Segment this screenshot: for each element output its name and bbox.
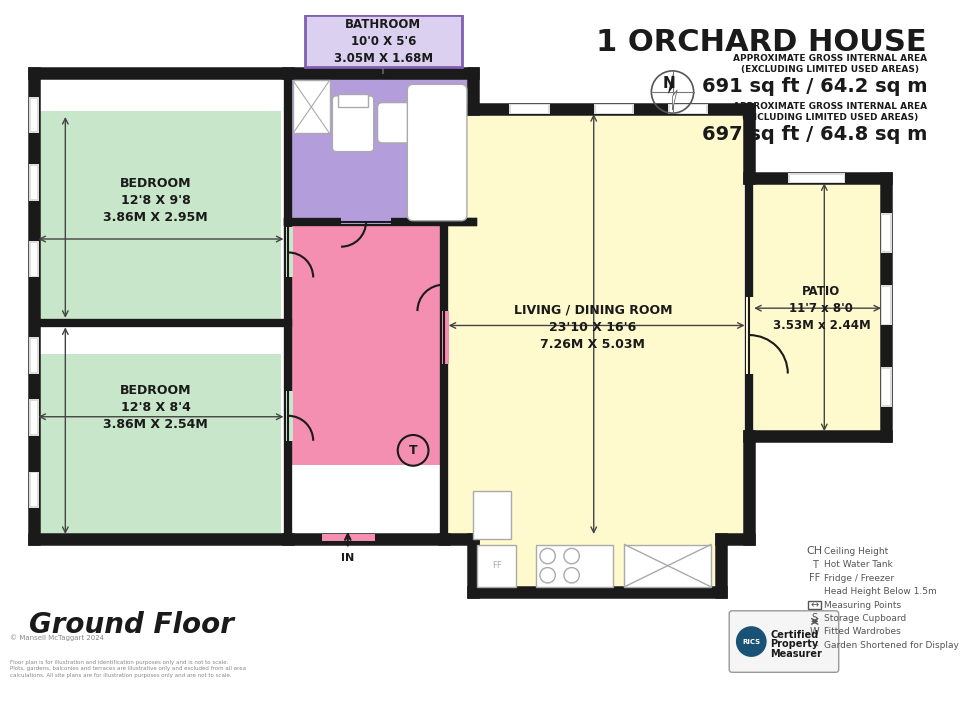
Bar bbox=[747, 297, 757, 373]
FancyBboxPatch shape bbox=[729, 611, 839, 672]
Bar bbox=[624, 545, 710, 587]
Bar bbox=[286, 391, 293, 441]
Bar bbox=[28, 164, 39, 200]
Text: FF: FF bbox=[809, 573, 820, 583]
Bar bbox=[669, 105, 707, 113]
Bar bbox=[881, 213, 892, 253]
Bar bbox=[28, 337, 39, 373]
Text: BEDROOM
12'8 X 8'4
3.86M X 2.54M: BEDROOM 12'8 X 8'4 3.86M X 2.54M bbox=[103, 384, 208, 431]
Text: N: N bbox=[662, 76, 675, 91]
Text: CH: CH bbox=[807, 546, 823, 556]
Bar bbox=[33, 354, 281, 538]
Text: Floor plan is for illustration and identification purposes only and is not to sc: Floor plan is for illustration and ident… bbox=[10, 660, 246, 678]
Text: RICS: RICS bbox=[742, 638, 760, 645]
Bar bbox=[882, 368, 890, 405]
Bar bbox=[28, 241, 39, 278]
Bar bbox=[788, 173, 846, 183]
Text: LIVING / DINING ROOM
23'10 X 16'6
7.26M X 5.03M: LIVING / DINING ROOM 23'10 X 16'6 7.26M … bbox=[514, 304, 672, 351]
Bar bbox=[594, 103, 634, 114]
Bar bbox=[30, 243, 37, 276]
Text: Fitted Wardrobes: Fitted Wardrobes bbox=[824, 628, 901, 636]
FancyBboxPatch shape bbox=[332, 96, 373, 152]
Bar bbox=[472, 491, 512, 538]
Text: Fridge / Freezer: Fridge / Freezer bbox=[824, 574, 895, 583]
Bar bbox=[477, 545, 515, 587]
FancyBboxPatch shape bbox=[377, 103, 417, 143]
Bar bbox=[477, 545, 515, 587]
Text: PATIO
11'7 x 8'0
3.53M x 2.44M: PATIO 11'7 x 8'0 3.53M x 2.44M bbox=[772, 285, 870, 332]
Text: ↔: ↔ bbox=[810, 600, 818, 610]
Bar bbox=[442, 311, 449, 364]
Text: W: W bbox=[809, 627, 819, 637]
Bar bbox=[33, 111, 281, 321]
Text: T: T bbox=[811, 560, 817, 569]
Bar bbox=[28, 399, 39, 436]
Circle shape bbox=[736, 626, 766, 657]
Text: IN: IN bbox=[341, 553, 355, 563]
Bar bbox=[790, 174, 844, 182]
Text: Hot Water Tank: Hot Water Tank bbox=[824, 560, 893, 569]
Text: Measurer: Measurer bbox=[770, 649, 822, 659]
Text: Certified: Certified bbox=[770, 630, 818, 640]
Polygon shape bbox=[667, 74, 672, 94]
Bar bbox=[30, 401, 37, 434]
Bar bbox=[288, 221, 442, 465]
FancyBboxPatch shape bbox=[408, 84, 466, 221]
Text: © Mansell McTaggart 2024: © Mansell McTaggart 2024 bbox=[10, 634, 104, 640]
Bar bbox=[472, 491, 512, 538]
Bar bbox=[881, 367, 892, 407]
Bar bbox=[444, 109, 744, 538]
Bar bbox=[286, 228, 293, 278]
Bar bbox=[882, 215, 890, 252]
Text: APPROXIMATE GROSS INTERNAL AREA
(INCLUDING LIMITED USED AREAS): APPROXIMATE GROSS INTERNAL AREA (INCLUDI… bbox=[733, 102, 927, 122]
Bar bbox=[536, 545, 612, 587]
Text: BATHROOM
10'0 X 5'6
3.05M X 1.68M: BATHROOM 10'0 X 5'6 3.05M X 1.68M bbox=[334, 18, 433, 65]
Bar bbox=[882, 287, 890, 323]
Bar bbox=[30, 98, 37, 131]
Text: T: T bbox=[409, 444, 417, 457]
Text: 697 sq ft / 64.8 sq m: 697 sq ft / 64.8 sq m bbox=[702, 124, 927, 143]
Bar bbox=[30, 166, 37, 199]
Bar bbox=[624, 545, 710, 587]
Text: Head Height Below 1.5m: Head Height Below 1.5m bbox=[824, 587, 937, 596]
Text: BEDROOM
12'8 X 9'8
3.86M X 2.95M: BEDROOM 12'8 X 9'8 3.86M X 2.95M bbox=[103, 177, 208, 224]
Text: APPROXIMATE GROSS INTERNAL AREA
(EXCLUDING LIMITED USED AREAS): APPROXIMATE GROSS INTERNAL AREA (EXCLUDI… bbox=[733, 53, 927, 74]
Text: Storage Cupboard: Storage Cupboard bbox=[824, 614, 906, 623]
Text: ∼: ∼ bbox=[811, 641, 818, 650]
Bar bbox=[338, 94, 368, 108]
Bar bbox=[293, 80, 329, 134]
Bar bbox=[341, 217, 391, 224]
Text: Ground Floor: Ground Floor bbox=[28, 611, 233, 639]
Text: Garden Shortened for Display: Garden Shortened for Display bbox=[824, 641, 959, 650]
Bar bbox=[808, 601, 821, 609]
FancyBboxPatch shape bbox=[305, 15, 463, 67]
Bar bbox=[750, 179, 886, 436]
Bar bbox=[667, 103, 709, 114]
Text: S: S bbox=[811, 614, 817, 624]
Bar bbox=[28, 472, 39, 508]
Bar bbox=[30, 339, 37, 372]
Text: Measuring Points: Measuring Points bbox=[824, 600, 902, 610]
Bar bbox=[28, 97, 39, 134]
Text: 691 sq ft / 64.2 sq m: 691 sq ft / 64.2 sq m bbox=[702, 77, 927, 96]
Text: Property: Property bbox=[770, 640, 818, 650]
Bar bbox=[510, 103, 550, 114]
Bar bbox=[321, 534, 374, 541]
Bar bbox=[30, 473, 37, 506]
Bar bbox=[288, 73, 470, 221]
Bar bbox=[512, 105, 548, 113]
Bar bbox=[881, 285, 892, 325]
Text: FF: FF bbox=[492, 561, 502, 570]
Text: Ceiling Height: Ceiling Height bbox=[824, 547, 889, 556]
Bar bbox=[472, 538, 720, 592]
Text: 1 ORCHARD HOUSE: 1 ORCHARD HOUSE bbox=[597, 27, 927, 57]
Bar bbox=[596, 105, 632, 113]
Polygon shape bbox=[672, 90, 677, 110]
